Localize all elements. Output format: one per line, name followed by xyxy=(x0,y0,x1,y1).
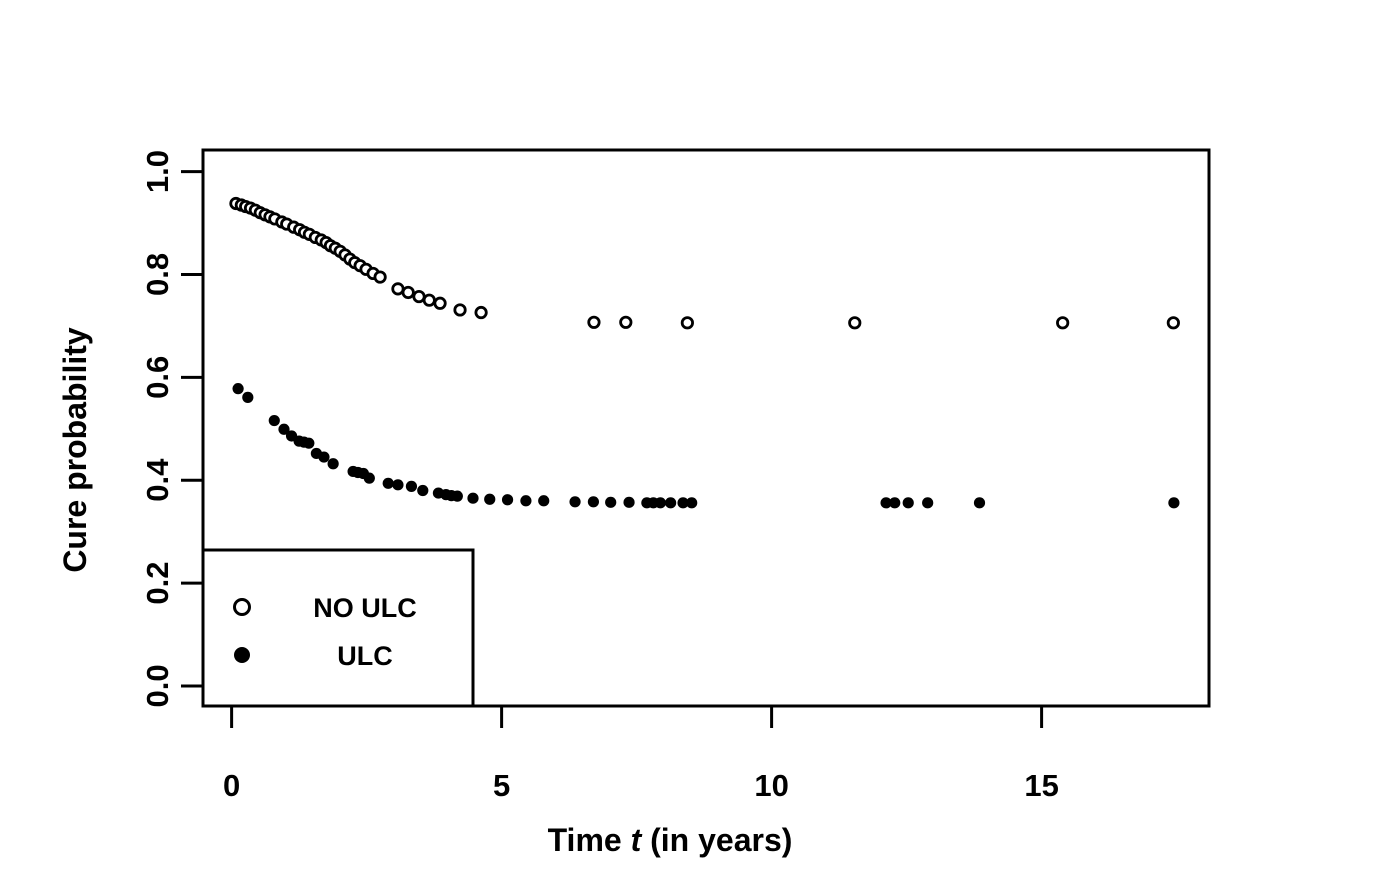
data-point-filled-circle xyxy=(654,497,666,509)
data-point-open-circle xyxy=(474,305,488,320)
data-point-open-circle xyxy=(453,303,467,317)
data-point-filled-circle xyxy=(382,477,394,489)
data-point-filled-circle xyxy=(232,383,244,395)
legend: NO ULC ULC xyxy=(201,548,475,708)
data-point-filled-circle xyxy=(538,495,550,507)
data-point-open-circle xyxy=(391,282,405,296)
data-point-filled-circle xyxy=(889,497,901,509)
x-axis-title-variable: t xyxy=(631,822,643,858)
data-point-filled-circle xyxy=(405,480,418,492)
y-tick-label: 1.0 xyxy=(140,150,175,193)
data-point-open-circle xyxy=(401,285,415,300)
data-point-filled-circle xyxy=(520,495,532,507)
y-axis-ticks: 0.0 0.2 0.4 0.6 0.8 1.0 xyxy=(140,150,203,707)
data-point-filled-circle xyxy=(605,496,617,508)
x-tick-label: 10 xyxy=(754,768,788,803)
data-point-filled-circle xyxy=(484,493,496,505)
data-point-filled-circle xyxy=(623,496,635,508)
data-point-filled-circle xyxy=(902,497,914,509)
legend-label-ulc: ULC xyxy=(337,641,393,671)
x-axis-title-prefix: Time xyxy=(548,822,631,858)
x-tick-label: 5 xyxy=(493,768,510,803)
data-point-open-circle xyxy=(373,270,387,284)
series-no-ulc-points xyxy=(229,196,1180,330)
data-point-filled-circle xyxy=(363,472,375,484)
y-tick-label: 0.2 xyxy=(140,562,175,605)
plot-frame xyxy=(201,148,1211,708)
x-tick-label: 15 xyxy=(1024,768,1058,803)
data-point-filled-circle xyxy=(587,496,600,508)
x-tick-label: 0 xyxy=(223,768,240,803)
x-axis-title-suffix: (in years) xyxy=(641,822,792,858)
data-point-open-circle xyxy=(587,315,601,329)
data-point-open-circle xyxy=(1056,316,1070,330)
data-point-open-circle xyxy=(848,316,862,330)
data-point-filled-circle xyxy=(268,414,280,427)
data-point-filled-circle xyxy=(278,423,290,435)
data-point-filled-circle xyxy=(318,451,330,463)
data-point-filled-circle xyxy=(922,497,934,509)
data-point-filled-circle xyxy=(569,496,581,508)
legend-box xyxy=(201,548,475,708)
series-ulc-points xyxy=(232,383,1180,509)
data-point-filled-circle xyxy=(327,458,339,470)
data-point-open-circle xyxy=(412,289,426,304)
data-point-open-circle xyxy=(422,293,436,307)
data-point-filled-circle xyxy=(973,497,986,509)
x-axis-ticks: 0 5 10 15 xyxy=(223,706,1059,803)
data-point-filled-circle xyxy=(467,492,479,504)
data-point-filled-circle xyxy=(677,497,689,509)
y-axis-title: Cure probability xyxy=(57,327,93,573)
y-tick-label: 0.4 xyxy=(140,458,175,502)
data-point-filled-circle xyxy=(303,437,315,449)
legend-label-no-ulc: NO ULC xyxy=(313,593,417,623)
legend-filled-circle-marker xyxy=(234,647,250,663)
data-point-open-circle xyxy=(1166,316,1180,330)
data-point-filled-circle xyxy=(242,391,254,403)
data-point-filled-circle xyxy=(665,497,677,509)
data-point-open-circle xyxy=(680,316,694,330)
data-point-filled-circle xyxy=(1168,497,1180,509)
data-point-open-circle xyxy=(433,296,447,310)
data-point-filled-circle xyxy=(501,494,514,506)
data-point-filled-circle xyxy=(417,484,429,497)
data-point-filled-circle xyxy=(451,490,463,502)
data-point-filled-circle xyxy=(392,479,404,491)
x-axis-title: Time t (in years) xyxy=(548,822,793,858)
data-point-filled-circle xyxy=(880,497,892,509)
y-tick-label: 0.8 xyxy=(140,253,175,296)
data-point-open-circle xyxy=(619,315,633,329)
y-tick-label: 0.0 xyxy=(140,664,175,707)
legend-open-circle-marker xyxy=(233,598,251,616)
y-tick-label: 0.6 xyxy=(140,356,175,399)
data-point-filled-circle xyxy=(686,497,698,509)
